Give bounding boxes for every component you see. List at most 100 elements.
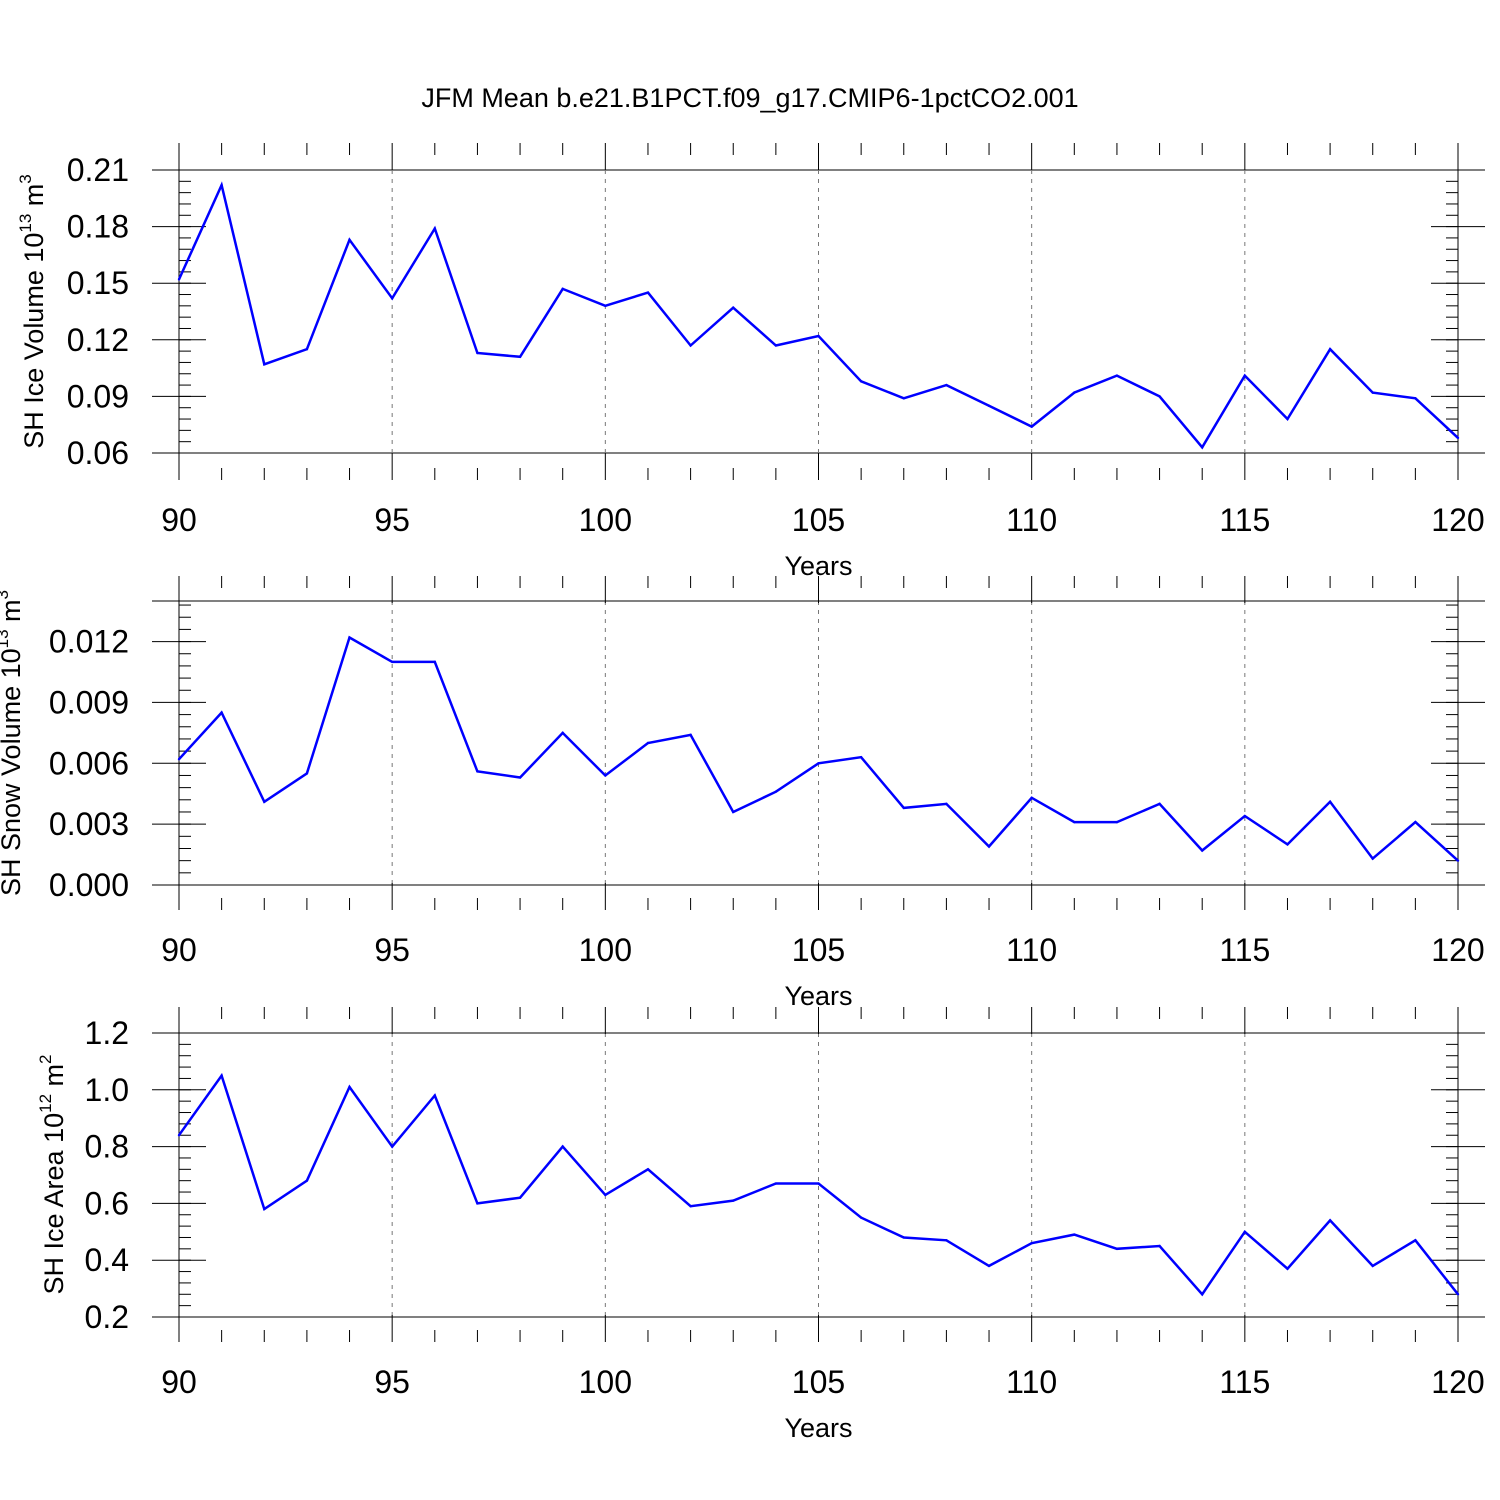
data-point [945,1239,948,1242]
data-point [1115,820,1119,824]
x-tick-label: 115 [1219,1364,1270,1400]
data-point [1456,1293,1460,1296]
data-point [1456,859,1460,862]
x-tick-label: 110 [1006,932,1057,968]
x-tick-label: 100 [579,502,632,538]
data-point [305,1179,309,1182]
data-point [1201,849,1204,852]
y-axis-label-unit-exponent: 3 [16,174,35,183]
data-point [177,278,181,281]
data-point [689,1205,692,1208]
data-point [348,636,351,639]
data-point [732,1199,735,1202]
data-point [1073,391,1076,394]
data-point [817,334,820,338]
x-tick-label: 95 [374,932,410,968]
x-tick-label: 90 [161,1364,197,1400]
y-axis-label-unit: m [39,1064,69,1094]
x-tick-label: 115 [1219,932,1270,968]
y-tick-label: 0.09 [67,378,129,414]
data-point [220,183,223,187]
x-tick-label: 105 [792,932,845,968]
data-point [561,1145,564,1148]
y-tick-label: 1.2 [85,1015,129,1051]
data-point [1158,395,1161,398]
data-point [220,1074,223,1077]
x-tick-label: 110 [1006,1364,1057,1400]
data-point [1158,1244,1161,1248]
data-point [646,741,650,745]
data-point [1243,374,1247,377]
data-point [817,762,820,765]
x-tick-label: 105 [792,502,845,538]
data-point [1073,1233,1076,1236]
data-point [646,291,650,294]
data-point [305,772,309,775]
data-point [1328,800,1332,804]
data-point [902,806,905,810]
y-tick-label: 0.15 [67,265,129,301]
data-point [1414,820,1417,824]
y-axis-label: SH Snow Volume 1013 m3 [0,590,26,896]
data-point [177,1134,181,1137]
data-point [987,1264,991,1268]
data-point [1286,1267,1289,1270]
data-point [1201,1293,1204,1296]
x-tick-label: 95 [374,502,410,538]
data-point [1414,1239,1417,1242]
figure-title: JFM Mean b.e21.B1PCT.f09_g17.CMIP6-1pctC… [421,83,1078,113]
data-point [561,731,564,735]
data-point [1243,1230,1247,1234]
data-point [859,380,863,383]
data-point [646,1168,650,1171]
data-point [305,348,309,351]
data-point [263,1207,266,1211]
data-point [1286,843,1289,846]
x-tick-label: 90 [161,932,197,968]
data-point [987,404,991,408]
data-point [1115,374,1119,377]
data-point [987,845,991,848]
data-point [774,1182,778,1185]
data-point [1030,1241,1033,1245]
data-point [433,1094,436,1097]
data-point [1115,1247,1119,1251]
y-axis-label-text: SH Ice Area 10 [39,1113,69,1295]
data-point [348,238,351,242]
data-point [1371,857,1374,860]
y-axis-label-unit: m [0,599,26,629]
data-point [1371,1264,1374,1268]
data-point [1030,796,1033,799]
data-point [689,733,692,737]
data-point [348,1085,351,1089]
y-axis-label-exponent: 13 [16,214,35,233]
data-point [390,297,394,300]
data-point [263,363,266,366]
data-point [1456,436,1460,440]
data-point [518,1196,522,1199]
y-tick-label: 0.2 [85,1299,129,1335]
data-point [817,1182,820,1185]
y-axis-label-exponent: 12 [36,1094,55,1113]
data-point [945,802,948,806]
data-point [390,660,394,664]
data-point [1243,814,1247,818]
x-tick-label: 95 [374,1364,410,1400]
x-tick-label: 100 [579,932,632,968]
chart-panel-2: 0.000 0.003 0.006 0.009 0.012 90 95 100 105 110 11… [0,576,1485,1011]
chart-panel-3: 0.2 0.4 0.6 0.8 1.0 1.2 90 95 100 105 110 115 120 Yea… [36,1007,1485,1443]
data-point [774,344,778,347]
y-tick-label: 0.18 [67,209,129,245]
data-point [433,660,436,664]
x-tick-label: 105 [792,1364,845,1400]
data-point [1328,348,1332,351]
data-point [732,306,735,309]
y-tick-label: 0.012 [49,624,129,660]
y-axis-label-exponent: 13 [0,629,12,648]
y-tick-label: 1.0 [85,1072,129,1108]
data-point [518,776,522,779]
data-point [518,355,522,358]
data-point [604,1193,607,1197]
y-tick-label: 0.6 [85,1185,129,1221]
